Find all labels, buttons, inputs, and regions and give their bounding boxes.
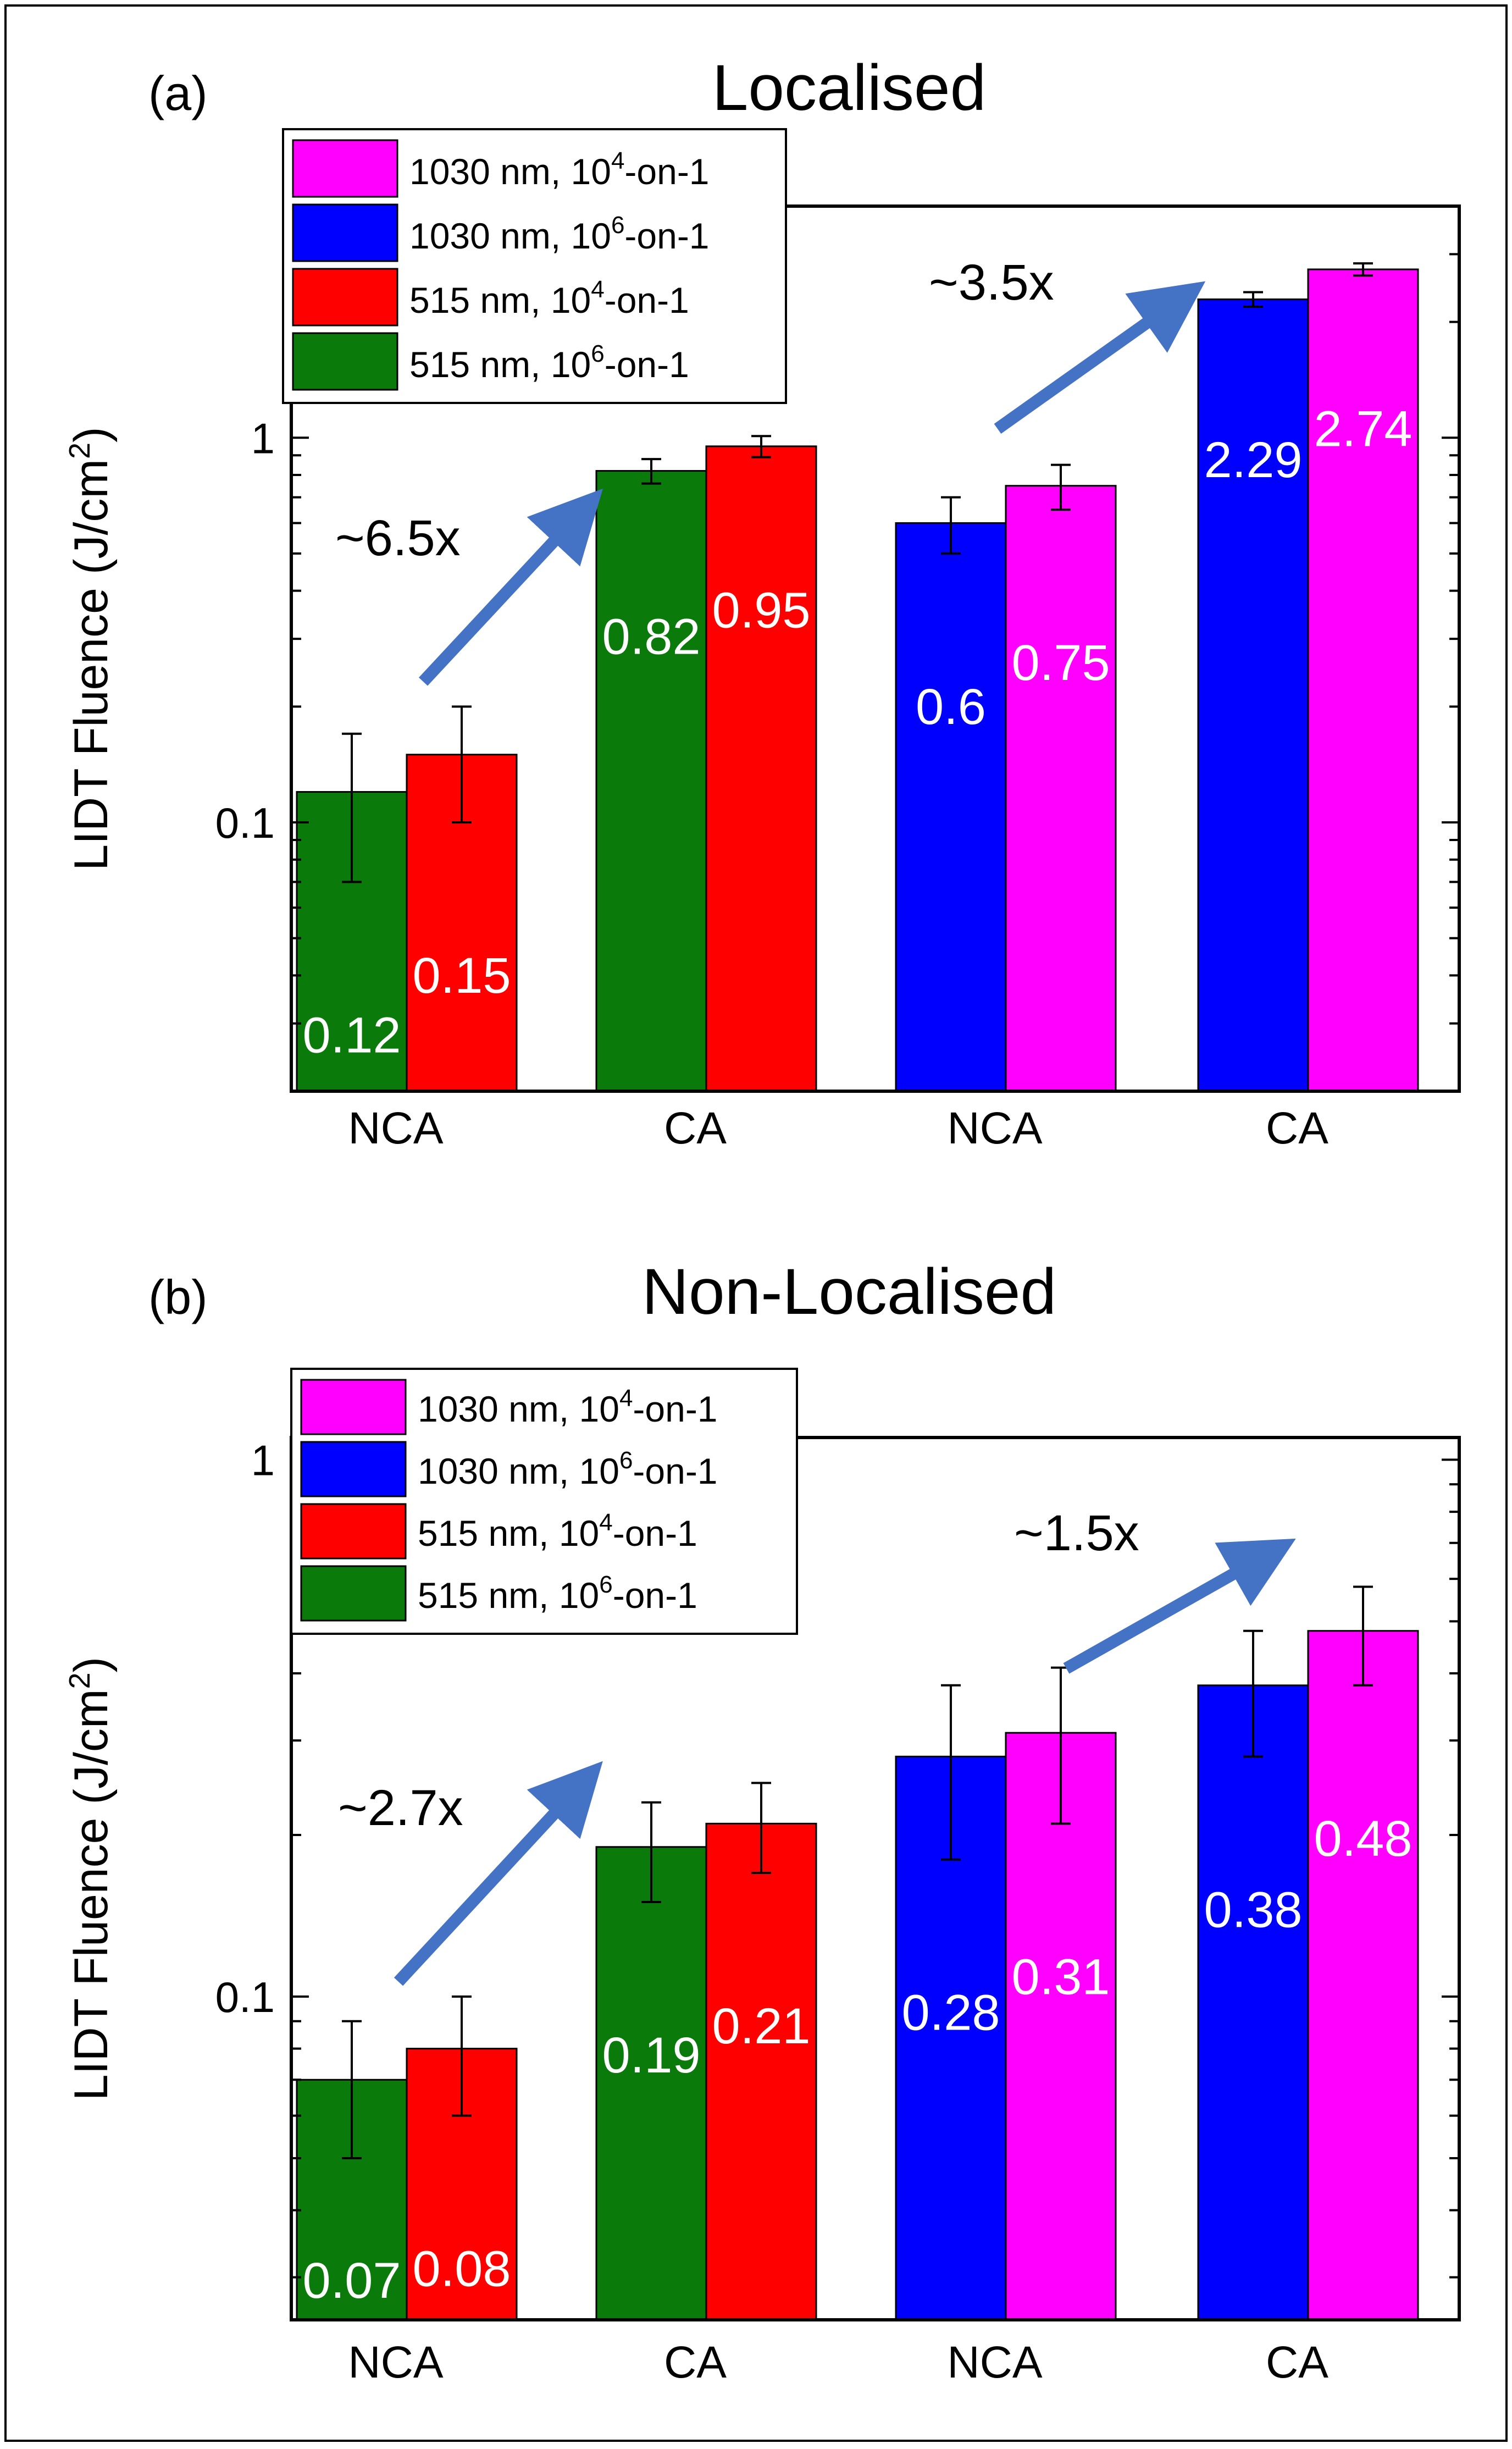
y-tick-label: 1 (251, 1436, 275, 1484)
x-tick-label: NCA (348, 1103, 443, 1153)
bar-value-label: 0.75 (1011, 635, 1110, 691)
bar (1307, 1630, 1419, 2321)
bar-value-label: 0.12 (302, 1007, 401, 1063)
plot-frame (290, 204, 1461, 1093)
panel-label: (b) (148, 1270, 208, 1324)
legend-swatch (292, 203, 398, 262)
bar (595, 1846, 707, 2321)
ratio-annotation: ~2.7x (338, 1780, 463, 1836)
bar-value-label: 0.21 (712, 1998, 810, 2054)
bar-value-label: 0.08 (412, 2241, 511, 2297)
legend-swatch (300, 1565, 407, 1622)
legend-entry: 515 nm, 104-on-1 (409, 276, 689, 320)
y-axis-label: LIDT Fluence (J/cm2) (63, 427, 118, 870)
x-tick-label: CA (664, 1103, 727, 1153)
bar-value-label: 0.38 (1204, 1882, 1302, 1938)
legend-swatch (300, 1503, 407, 1560)
ratio-annotation: ~1.5x (1014, 1505, 1139, 1561)
legend: 1030 nm, 104-on-1 1030 nm, 106-on-1 515 nm… (290, 1368, 798, 1635)
legend-entry: 1030 nm, 106-on-1 (418, 1447, 718, 1491)
chart-title: Localised (712, 52, 987, 124)
bar-value-label: 0.82 (602, 609, 700, 665)
x-tick-label: NCA (947, 2337, 1042, 2387)
panel-label: (a) (148, 66, 208, 120)
bar-value-label: 0.95 (712, 583, 810, 639)
bar-value-label: 0.48 (1314, 1811, 1412, 1867)
bar-value-label: 0.28 (901, 1985, 1000, 2041)
legend-entry: 515 nm, 106-on-1 (418, 1571, 697, 1616)
y-tick-label: 1 (251, 414, 275, 462)
x-tick-label: NCA (947, 1103, 1042, 1153)
legend-swatch (300, 1441, 407, 1497)
y-tick-label: 0.1 (215, 1973, 275, 2021)
bar (1197, 1684, 1309, 2321)
trend-arrow (418, 488, 603, 686)
bar (705, 445, 817, 1092)
panel-b: Non-Localised (b) LIDT Fluence (J/cm2) 0.07… (63, 1256, 1461, 2387)
bar (895, 522, 1007, 1092)
ratio-annotation: ~6.5x (335, 510, 461, 566)
legend-swatch (292, 332, 398, 391)
legend-swatch (292, 139, 398, 198)
legend-swatch (292, 268, 398, 327)
bar-value-label: 0.15 (412, 948, 511, 1004)
panel-a: Localised (a) LIDT Fluence (J/cm2) 0.12 0.82… (63, 52, 1461, 1153)
bar-value-label: 2.74 (1314, 401, 1412, 457)
chart-title: Non-Localised (642, 1256, 1056, 1328)
x-tick-label: CA (1266, 1103, 1328, 1153)
y-tick-label: 0.1 (215, 799, 275, 847)
x-tick-label: CA (1266, 2337, 1328, 2387)
x-tick-label: NCA (348, 2337, 443, 2387)
ratio-annotation: ~3.5x (929, 255, 1054, 311)
figure-border (4, 4, 1508, 2442)
bar (595, 470, 707, 1092)
bar-value-label: 0.6 (916, 679, 986, 735)
trend-arrow (1063, 1538, 1296, 1674)
legend-entry: 515 nm, 106-on-1 (409, 340, 689, 385)
y-axis-label: LIDT Fluence (J/cm2) (63, 1657, 118, 2100)
legend-entry: 1030 nm, 106-on-1 (409, 212, 710, 256)
legend-swatch (300, 1379, 407, 1435)
bar-value-label: 0.19 (602, 2027, 700, 2083)
trend-arrow (994, 281, 1206, 434)
x-tick-label: CA (664, 2337, 727, 2387)
legend-entry: 1030 nm, 104-on-1 (409, 147, 710, 192)
bar-value-label: 2.29 (1204, 432, 1302, 488)
plot-frame (290, 1436, 1461, 2321)
bar-value-label: 0.07 (302, 2253, 401, 2309)
bar (1005, 485, 1117, 1092)
bar-value-label: 0.31 (1011, 1949, 1110, 2005)
bar (705, 1822, 817, 2321)
bar (1307, 268, 1419, 1092)
bar (1005, 1732, 1117, 2321)
trend-arrow (394, 1761, 603, 1986)
legend-entry: 1030 nm, 104-on-1 (418, 1385, 718, 1429)
legend-entry: 515 nm, 104-on-1 (418, 1509, 697, 1554)
legend: 1030 nm, 104-on-1 1030 nm, 106-on-1 515 nm… (282, 128, 787, 404)
bar (1197, 298, 1309, 1092)
panels: Localised (a) LIDT Fluence (J/cm2) 0.12 0.82… (63, 52, 1461, 2387)
